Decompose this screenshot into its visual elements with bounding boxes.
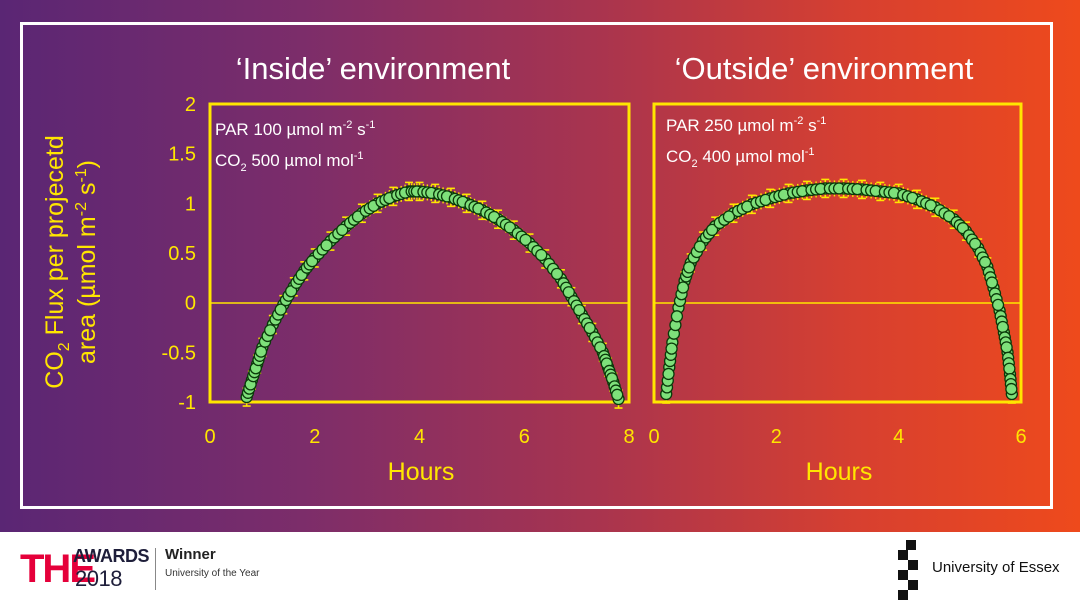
data-point bbox=[550, 267, 564, 281]
panel-1-title: ‘Inside’ environment bbox=[236, 51, 511, 86]
data-point bbox=[274, 303, 287, 316]
data-point bbox=[336, 223, 349, 237]
data-point bbox=[583, 321, 596, 335]
slide-background: ‘Inside’ environment ‘Outside’ environme… bbox=[0, 0, 1080, 532]
data-point bbox=[996, 320, 1009, 334]
data-point bbox=[985, 276, 999, 289]
panel-1-plot-frame bbox=[208, 102, 631, 404]
data-point bbox=[573, 303, 586, 317]
white-frame bbox=[20, 22, 1053, 509]
panel-1-x-tick-label: 6 bbox=[519, 426, 530, 448]
panel-1-x-tick-label: 0 bbox=[204, 426, 215, 448]
the-awards-logo-awards: AWARDS bbox=[73, 546, 150, 566]
footer-divider bbox=[155, 548, 156, 590]
data-point bbox=[991, 298, 1005, 312]
data-point bbox=[924, 199, 937, 212]
data-point bbox=[705, 223, 719, 237]
y-tick-label: 1.5 bbox=[168, 144, 196, 166]
footer: THE AWARDS 2018 Winner University of the… bbox=[0, 532, 1080, 608]
university-of-essex-name: University of Essex bbox=[932, 559, 1060, 576]
panel-1-x-tick-label: 8 bbox=[623, 426, 634, 448]
chart-canvas: ‘Inside’ environment ‘Outside’ environme… bbox=[41, 51, 1027, 486]
panel-2-x-tick-label: 2 bbox=[771, 426, 782, 448]
y-axis-label-line-2: area (µmol m-2 s-1) bbox=[73, 160, 101, 364]
y-tick-label: -0.5 bbox=[162, 342, 196, 364]
panel-1-par-annotation: PAR 100 µmol m-2 s-1 bbox=[215, 119, 375, 139]
data-point bbox=[1005, 382, 1018, 396]
data-point bbox=[683, 261, 696, 274]
panel-2-x-tick-label: 0 bbox=[648, 426, 659, 448]
data-point bbox=[1000, 341, 1013, 354]
data-point bbox=[693, 240, 707, 253]
the-awards-logo-the: THE bbox=[20, 547, 96, 591]
data-point bbox=[320, 239, 333, 252]
data-point bbox=[665, 342, 678, 355]
panel-2-x-tick-label: 6 bbox=[1015, 426, 1026, 448]
y-tick-label: -1 bbox=[178, 392, 196, 414]
data-point bbox=[968, 237, 982, 250]
panel-1-x-tick-label: 2 bbox=[309, 426, 320, 448]
data-point bbox=[611, 388, 624, 401]
data-point bbox=[722, 210, 736, 223]
university-of-essex-logo-icon bbox=[898, 540, 918, 600]
panel-2-title: ‘Outside’ environment bbox=[675, 51, 974, 86]
panel-1: 0 2 4 6 8 -1 -0.5 0 0.5 1 1.5 2 PAR 100 µmol m-2 s-… bbox=[162, 94, 635, 486]
data-point bbox=[264, 324, 277, 337]
data-point bbox=[676, 281, 690, 294]
panel-1-x-tick-label: 4 bbox=[414, 426, 425, 448]
university-of-the-year-label: University of the Year bbox=[165, 568, 260, 579]
y-tick-label: 2 bbox=[185, 94, 196, 116]
panel-2-plot-frame bbox=[652, 102, 1023, 404]
winner-label: Winner bbox=[165, 546, 216, 563]
panel-1-x-axis-label: Hours bbox=[388, 458, 455, 486]
panel-2: 0 2 4 6 PAR 250 µmol m-2 s-1 CO2 400 µmol m… bbox=[648, 102, 1027, 486]
data-point bbox=[535, 248, 548, 262]
y-tick-label: 1 bbox=[185, 193, 196, 215]
panel-2-x-tick-label: 4 bbox=[893, 426, 904, 448]
panel-2-x-axis-label: Hours bbox=[806, 458, 873, 486]
panel-1-co2-annotation: CO2 500 µmol mol-1 bbox=[215, 150, 364, 174]
panel-2-co2-annotation: CO2 400 µmol mol-1 bbox=[666, 146, 815, 170]
y-axis-label-line-1: CO2 Flux per projecetd bbox=[41, 135, 73, 388]
the-awards-logo-year: 2018 bbox=[75, 566, 122, 591]
data-point bbox=[519, 233, 532, 246]
y-tick-label: 0.5 bbox=[168, 243, 196, 265]
data-point bbox=[1003, 362, 1016, 375]
y-tick-label: 0 bbox=[185, 293, 196, 315]
data-point bbox=[562, 286, 575, 299]
panel-2-par-annotation: PAR 250 µmol m-2 s-1 bbox=[666, 115, 826, 135]
data-point bbox=[662, 367, 675, 381]
data-point bbox=[670, 310, 684, 323]
